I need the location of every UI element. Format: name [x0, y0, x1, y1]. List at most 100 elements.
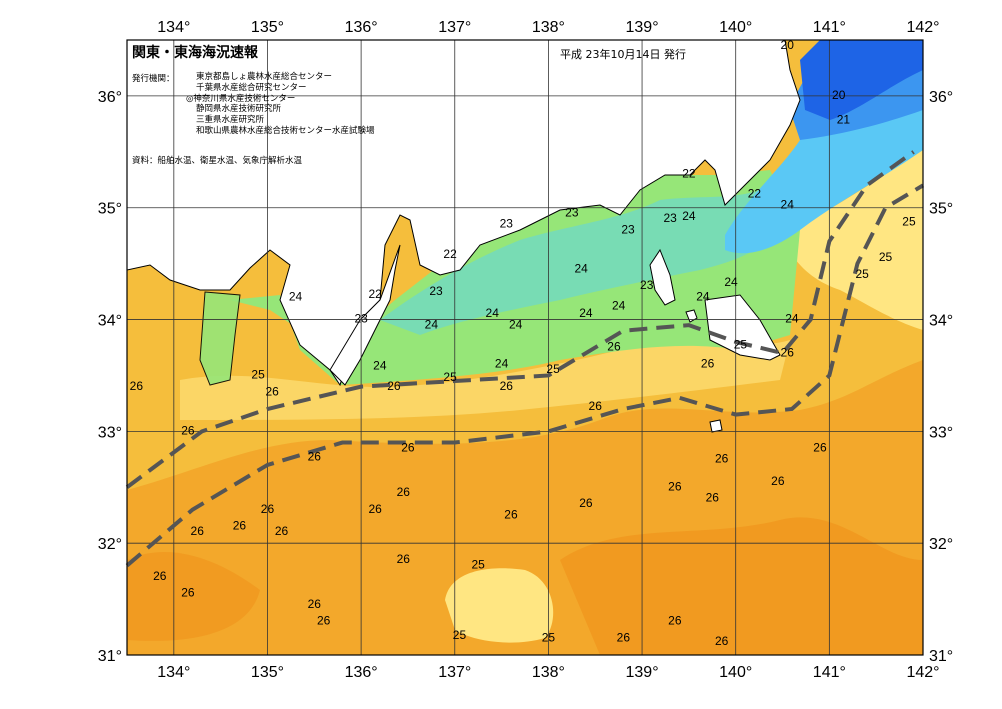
- org-item: 千葉県水産総合研究センター: [196, 82, 307, 93]
- issuer-label: 発行機関：: [132, 74, 175, 84]
- contour-label: 26: [130, 379, 144, 393]
- lon-tick-bottom: 134°: [157, 664, 190, 681]
- lon-tick-bottom: 142°: [906, 664, 939, 681]
- lon-tick-top: 138°: [532, 19, 565, 36]
- land-oshima: [685, 309, 698, 323]
- contour-label: 25: [855, 267, 869, 281]
- contour-label: 24: [509, 317, 523, 331]
- contour-label: 26: [308, 597, 322, 611]
- contour-label: 23: [640, 278, 654, 292]
- org-item: 東京都島しょ農林水産総合センター: [196, 72, 333, 82]
- land-boso: [704, 294, 781, 361]
- lon-tick-top: 135°: [251, 19, 284, 36]
- contour-label: 26: [701, 356, 715, 370]
- land-izu-peninsula: [649, 248, 676, 306]
- contour-label: 26: [275, 524, 289, 538]
- lon-tick-top: 137°: [438, 19, 471, 36]
- sea-25-eddy-south: [445, 568, 554, 643]
- lat-tick-right: 32°: [929, 536, 953, 553]
- contour-label: 24: [575, 261, 589, 275]
- contour-label: 24: [579, 306, 593, 320]
- contour-label: 22: [682, 166, 696, 180]
- contour-label: 25: [453, 628, 467, 642]
- land-kii-peninsula: [329, 244, 401, 386]
- lat-tick-left: 31°: [98, 648, 122, 665]
- contour-label: 26: [233, 519, 247, 533]
- land-hachijo: [709, 419, 723, 433]
- contour-label: 25: [471, 558, 485, 572]
- contour-label: 25: [251, 368, 265, 382]
- contour-label: 25: [902, 214, 916, 228]
- contour-label: 25: [443, 370, 457, 384]
- land-shikoku-green: [199, 291, 241, 386]
- contour-label: 24: [696, 289, 710, 303]
- land-honshu: [127, 40, 801, 387]
- contour-label: 24: [781, 198, 795, 212]
- contour-label: 24: [785, 312, 799, 326]
- contour-label: 25: [734, 337, 748, 351]
- contour-label: 23: [500, 217, 514, 231]
- kuroshio-line: [125, 150, 915, 489]
- data-source: 資料：船舶水温、衛星水温、気象庁解析水温: [132, 156, 303, 166]
- sea-27-west: [127, 551, 260, 641]
- lat-tick-left: 35°: [98, 201, 122, 218]
- contour-label: 24: [495, 356, 509, 370]
- lon-tick-bottom: 140°: [719, 664, 752, 681]
- lon-tick-top: 140°: [719, 19, 752, 36]
- contour-label: 26: [308, 449, 322, 463]
- lon-tick-top: 136°: [345, 19, 378, 36]
- contour-label: 26: [579, 496, 593, 510]
- lon-tick-top: 134°: [157, 19, 190, 36]
- lon-tick-bottom: 139°: [626, 664, 659, 681]
- contour-label: 24: [682, 209, 696, 223]
- contour-label: 26: [401, 440, 415, 454]
- contour-label: 24: [289, 289, 303, 303]
- contour-label: 26: [617, 630, 631, 644]
- lon-tick-bottom: 138°: [532, 664, 565, 681]
- contour-label: 26: [317, 614, 331, 628]
- contour-label: 21: [837, 113, 851, 127]
- org-item: 和歌山県農林水産総合技術センター水産試験場: [196, 125, 375, 136]
- contour-label: 26: [607, 340, 621, 354]
- lat-tick-left: 32°: [98, 536, 122, 553]
- contour-label: 26: [368, 502, 382, 516]
- issue-date: 平成 23年10月14日 発行: [560, 48, 686, 61]
- lon-tick-top: 141°: [813, 19, 846, 36]
- lon-tick-bottom: 137°: [438, 664, 471, 681]
- org-item: 三重県水産研究所: [196, 115, 265, 126]
- contour-label: 24: [425, 317, 439, 331]
- contour-label: 24: [486, 306, 500, 320]
- contour-label: 25: [879, 250, 893, 264]
- contour-label: 26: [781, 345, 795, 359]
- contour-label: 26: [668, 479, 682, 493]
- contour-label: 20: [832, 88, 846, 102]
- contour-label: 26: [813, 440, 827, 454]
- contour-label: 22: [368, 287, 382, 301]
- org-item: 静岡県水産技術研究所: [196, 104, 282, 115]
- contour-label: 26: [397, 485, 411, 499]
- lat-ticks-left: 36° 35° 34° 33° 32° 31°: [98, 89, 122, 665]
- contour-label: 26: [500, 379, 514, 393]
- contour-label: 26: [265, 384, 279, 398]
- contour-label: 26: [191, 524, 205, 538]
- map-frame: [126, 39, 924, 656]
- contour-label: 26: [261, 502, 275, 516]
- contour-label: 23: [565, 205, 579, 219]
- contour-label: 22: [748, 186, 762, 200]
- contour-label: 26: [706, 491, 720, 505]
- lat-tick-left: 36°: [98, 89, 122, 106]
- lat-tick-left: 34°: [98, 313, 122, 330]
- contour-label: 25: [546, 362, 560, 376]
- lat-tick-right: 31°: [929, 648, 953, 665]
- contour-label: 24: [724, 275, 738, 289]
- contour-label: 26: [589, 399, 603, 413]
- issuer-organizations: 東京都島しょ農林水産総合センター 千葉県水産総合研究センター ◎神奈川県水産技術…: [186, 72, 375, 137]
- lat-tick-right: 33°: [929, 424, 953, 441]
- sea-27-south: [560, 517, 923, 655]
- contour-label: 23: [354, 312, 368, 326]
- contour-label: 26: [715, 451, 729, 465]
- contour-label: 26: [387, 379, 401, 393]
- contour-label: 24: [612, 298, 626, 312]
- sea-23: [380, 190, 780, 335]
